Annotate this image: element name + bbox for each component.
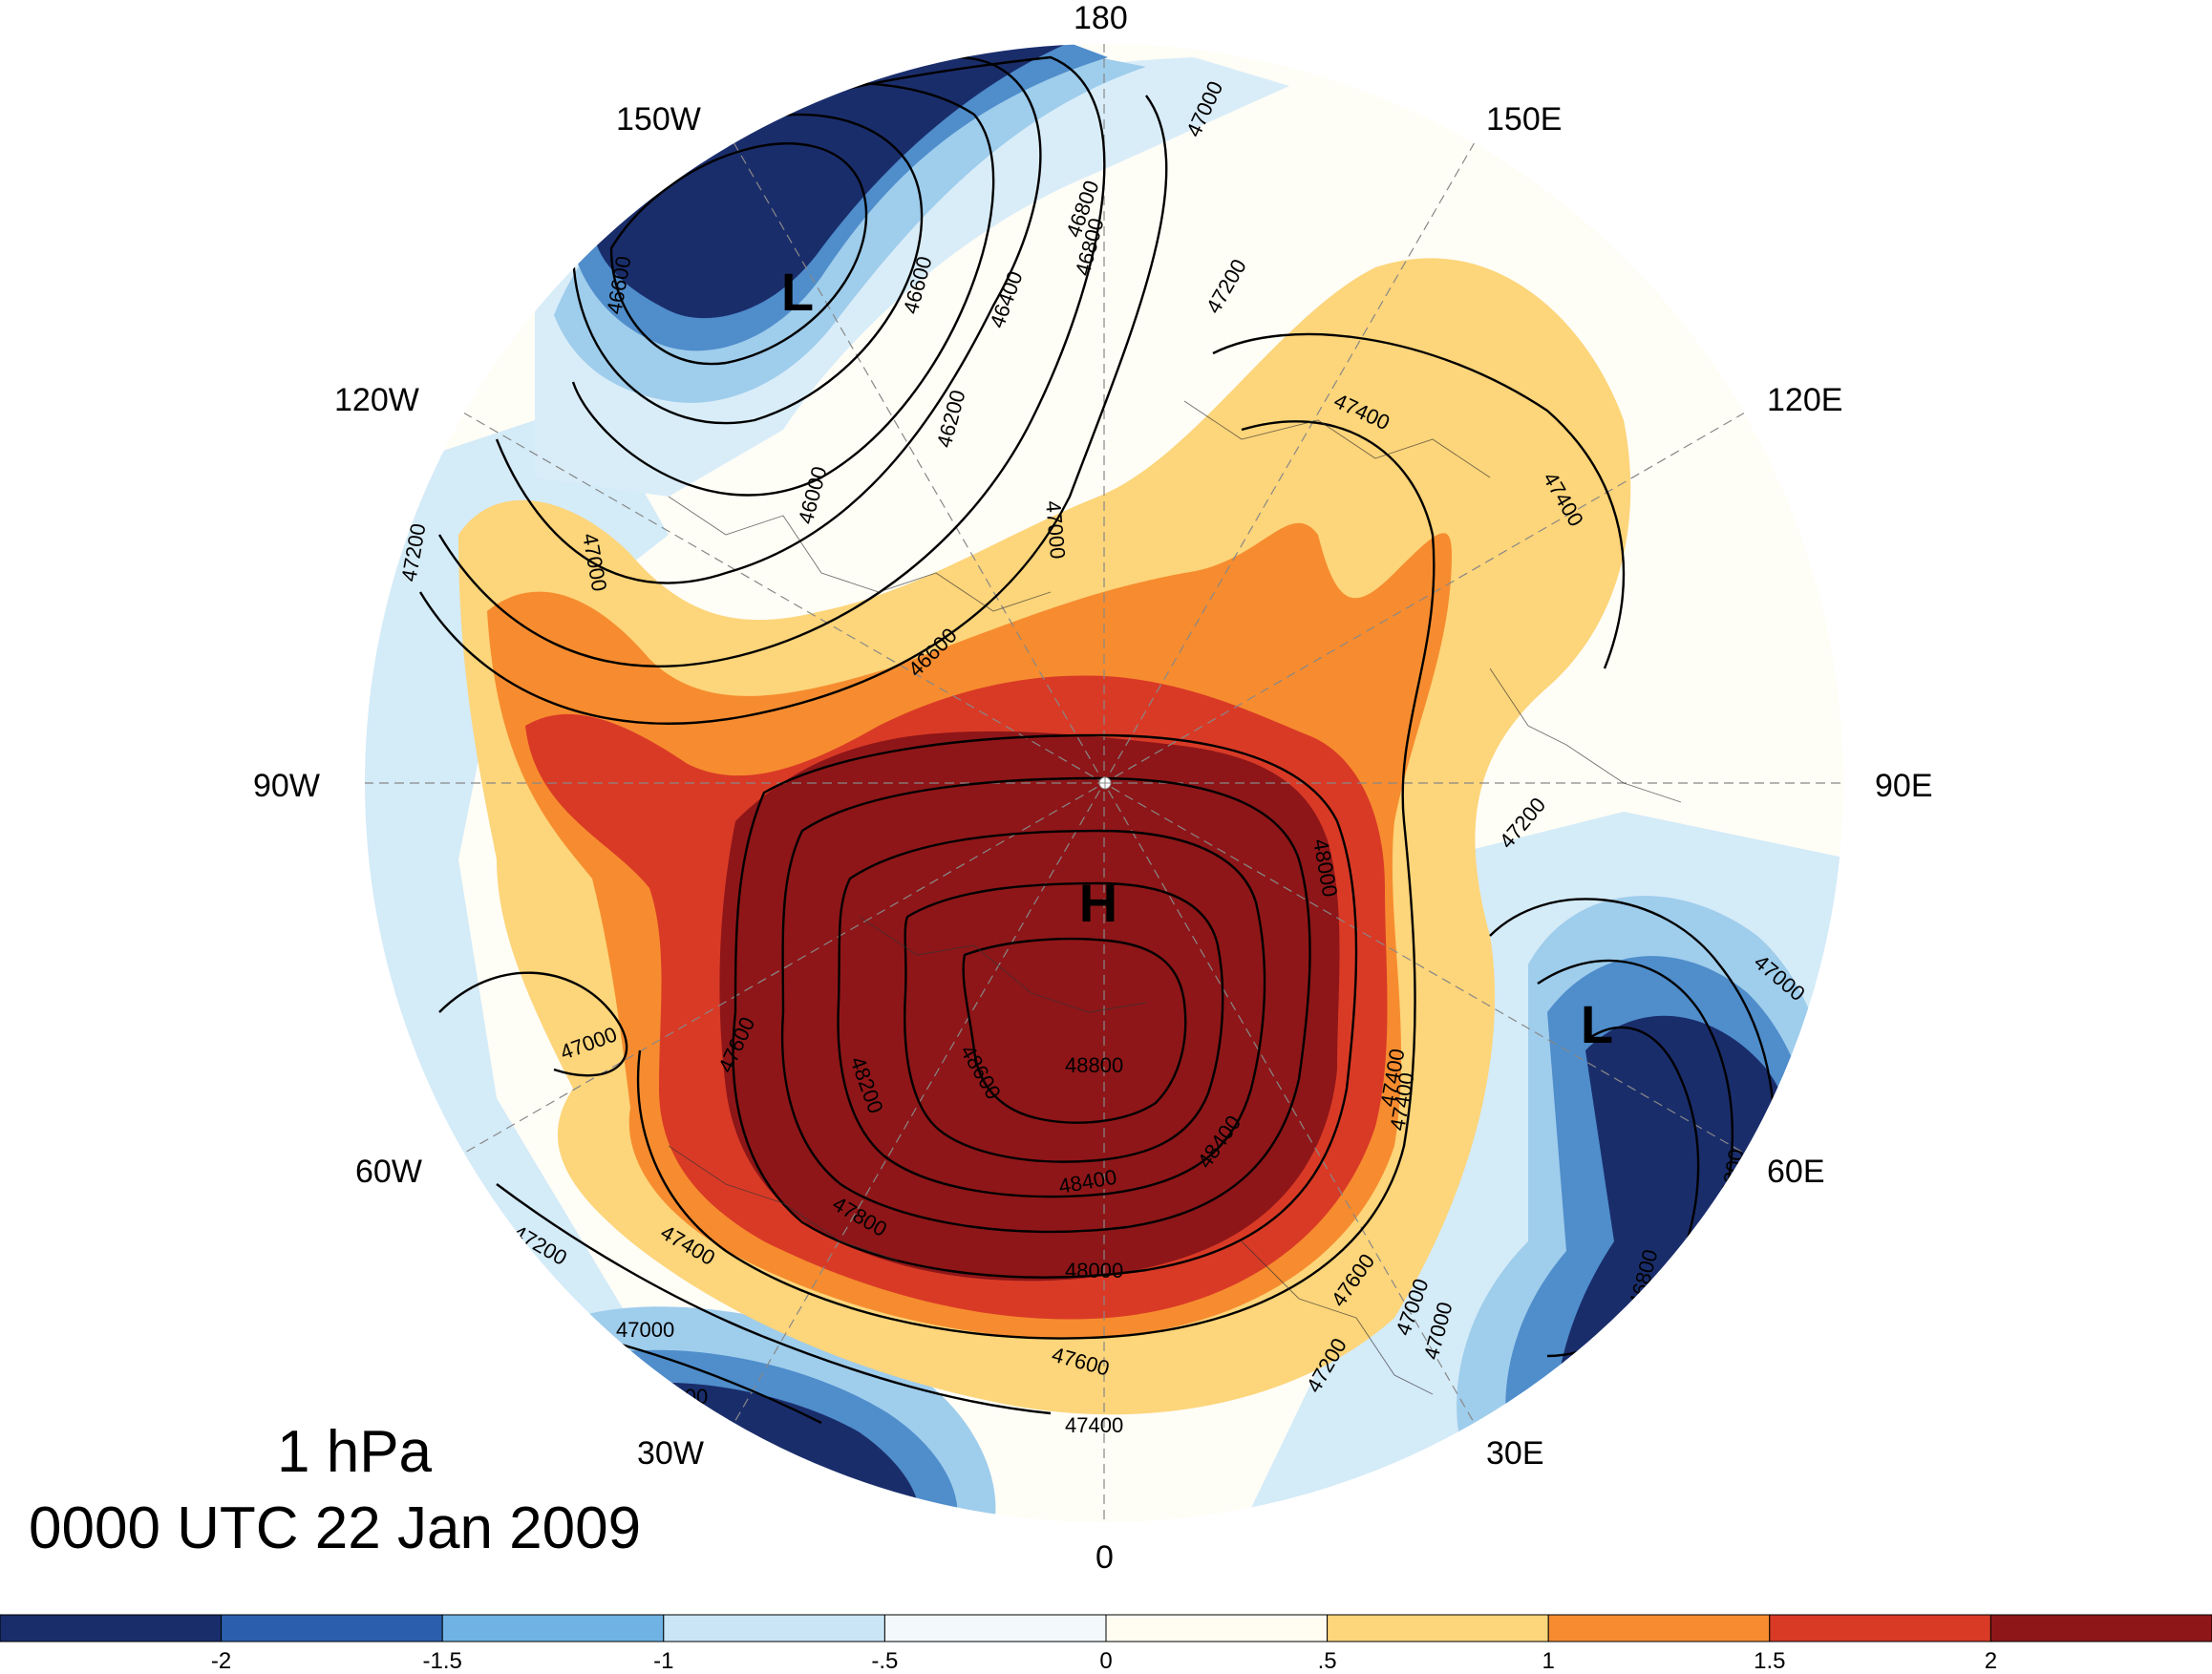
lon-label-60w: 60W xyxy=(355,1154,422,1190)
contour-label: 48000 xyxy=(1065,1259,1123,1282)
lon-label-30e: 30E xyxy=(1486,1435,1544,1472)
colorbar-tick-label: 1 xyxy=(1542,1648,1555,1674)
high-pressure-center: H xyxy=(1079,873,1117,933)
colorbar-tick-label: -.5 xyxy=(871,1648,899,1674)
contour-label: 47400 xyxy=(1065,1413,1123,1437)
lon-label-90e: 90E xyxy=(1875,768,1933,804)
colorbar-swatch xyxy=(883,1614,1107,1642)
contour-label: 47000 xyxy=(616,1318,674,1342)
lon-label-0: 0 xyxy=(1095,1539,1114,1576)
lon-label-120w: 120W xyxy=(334,382,419,418)
colorbar-tick-label: -1.5 xyxy=(422,1648,462,1674)
colorbar-swatch xyxy=(1769,1614,1991,1642)
colorbar-swatch xyxy=(1989,1614,2212,1642)
colorbar-tick-label: -2 xyxy=(210,1648,232,1674)
colorbar-swatch xyxy=(441,1614,665,1642)
colorbar-swatch xyxy=(1105,1614,1329,1642)
colorbar-swatch xyxy=(221,1614,443,1642)
valid-time-title: 0000 UTC 22 Jan 2009 xyxy=(29,1495,642,1561)
lon-label-60e: 60E xyxy=(1767,1154,1825,1190)
colorbar-tick-label: 0 xyxy=(1099,1648,1113,1674)
colorbar-tick-label: 1.5 xyxy=(1754,1648,1786,1674)
colorbar-swatch xyxy=(1327,1614,1549,1642)
low-pressure-center: L xyxy=(1581,994,1613,1054)
pressure-level-title: 1 hPa xyxy=(277,1419,433,1485)
colorbar-tick-label: 2 xyxy=(1984,1648,1998,1674)
contour-label: 48800 xyxy=(1065,1053,1123,1077)
contour-label: 47000 xyxy=(1041,499,1070,560)
lon-label-150w: 150W xyxy=(616,101,701,138)
lon-label-180: 180 xyxy=(1074,0,1128,36)
colorbar-swatch xyxy=(663,1614,885,1642)
colorbar-swatch xyxy=(0,1614,223,1642)
colorbar-tick-label: .5 xyxy=(1317,1648,1337,1674)
lon-label-150e: 150E xyxy=(1486,101,1563,138)
lon-label-120e: 120E xyxy=(1767,382,1843,418)
map-boundary xyxy=(363,42,1845,1524)
colorbar-swatch xyxy=(1547,1614,1771,1642)
north-pole-marker xyxy=(1098,776,1112,790)
colorbar xyxy=(0,1614,2212,1642)
colorbar-tick-label: -1 xyxy=(653,1648,674,1674)
lon-label-90w: 90W xyxy=(253,768,320,804)
low-pressure-center: L xyxy=(781,262,814,322)
height-contours xyxy=(399,55,1776,1453)
lon-label-30w: 30W xyxy=(637,1435,704,1472)
